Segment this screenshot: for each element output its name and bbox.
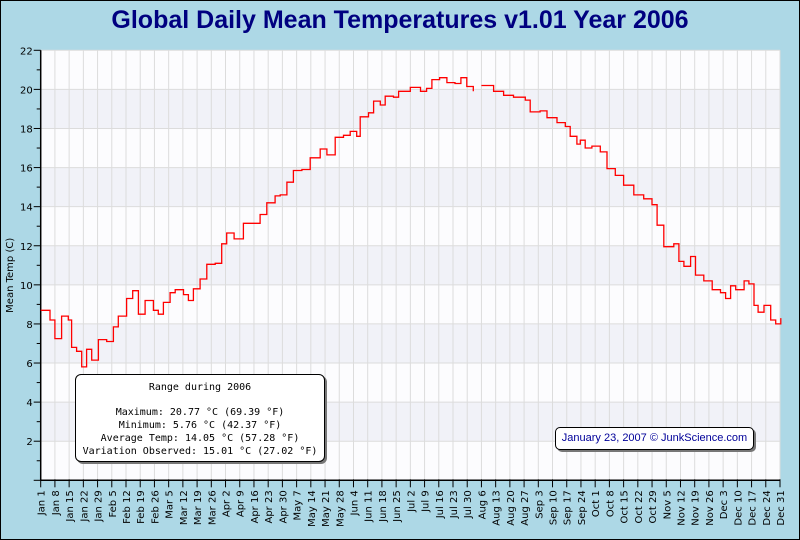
- chart-title: Global Daily Mean Temperatures v1.01 Yea…: [111, 6, 689, 34]
- x-tick-label: Nov 5: [662, 490, 673, 519]
- x-tick-label: Jan 29: [94, 490, 105, 522]
- x-tick-label: Oct 22: [634, 490, 645, 523]
- x-tick-label: May 21: [321, 490, 332, 527]
- x-tick-label: Feb 19: [136, 490, 147, 524]
- x-tick-label: Apr 16: [250, 490, 261, 523]
- range-maximum: Maximum: 20.77 °C (69.39 °F): [115, 407, 285, 418]
- x-tick-label: Nov 19: [691, 490, 702, 525]
- x-tick-label: Jul 9: [421, 490, 432, 513]
- x-tick-label: Dec 31: [776, 490, 787, 525]
- x-tick-label: Apr 30: [278, 490, 289, 523]
- y-tick-label: 22: [20, 46, 33, 57]
- credit-annotation: January 23, 2007 © JunkScience.com: [555, 427, 754, 450]
- x-tick-label: Jan 8: [51, 490, 62, 516]
- x-tick-label: Oct 15: [620, 490, 631, 523]
- range-average: Average Temp: 14.05 °C (57.28 °F): [100, 433, 300, 444]
- y-tick-label: 2: [26, 437, 32, 448]
- y-axis-label: Mean Temp (C): [5, 238, 16, 313]
- x-tick-label: Oct 1: [591, 490, 602, 517]
- x-tick-label: Jul 30: [463, 490, 474, 519]
- x-tick-label: Apr 2: [222, 490, 233, 517]
- x-tick-label: Sep 17: [563, 490, 574, 525]
- x-tick-label: Mar 19: [193, 490, 204, 525]
- y-tick-label: 16: [20, 164, 33, 175]
- x-tick-label: Jan 22: [79, 490, 90, 522]
- y-tick-label: 10: [20, 281, 33, 292]
- range-variation: Variation Observed: 15.01 °C (27.02 °F): [82, 446, 318, 457]
- x-tick-label: Jun 25: [392, 490, 403, 523]
- x-tick-label: Sep 3: [534, 490, 545, 518]
- x-tick-label: Aug 27: [520, 490, 531, 525]
- x-tick-label: Mar 12: [179, 490, 190, 525]
- x-tick-label: Jul 2: [406, 490, 417, 513]
- x-tick-label: Dec 17: [748, 490, 759, 525]
- x-tick-label: May 7: [293, 490, 304, 520]
- y-tick-label: 18: [20, 124, 33, 135]
- x-tick-label: Aug 20: [506, 490, 517, 525]
- y-tick-label: 12: [20, 242, 33, 253]
- x-tick-label: Mar 26: [207, 490, 218, 525]
- x-tick-label: Jul 16: [435, 490, 446, 519]
- x-tick-label: Nov 26: [705, 490, 716, 525]
- x-tick-label: Feb 26: [150, 490, 161, 524]
- x-tick-label: Oct 8: [605, 490, 616, 517]
- x-tick-label: Dec 10: [733, 490, 744, 525]
- temperature-series-line: [40, 77, 474, 368]
- x-tick-label: Feb 12: [122, 490, 133, 524]
- x-tick-label: Mar 5: [165, 490, 176, 518]
- x-tick-label: Oct 29: [648, 490, 659, 523]
- x-tick-label: Jun 11: [364, 490, 375, 523]
- x-tick-label: Sep 10: [549, 490, 560, 525]
- x-tick-label: Jun 4: [349, 490, 360, 516]
- range-minimum: Minimum: 5.76 °C (42.37 °F): [118, 420, 282, 431]
- x-tick-label: Sep 24: [577, 490, 588, 525]
- x-tick-label: Dec 24: [762, 490, 773, 525]
- x-tick-label: Aug 13: [492, 490, 503, 525]
- x-tick-label: Feb 5: [108, 490, 119, 517]
- temperature-series-line: [481, 84, 782, 325]
- x-tick-label: Jan 15: [65, 490, 76, 522]
- x-tick-label: Jan 1: [37, 490, 48, 516]
- x-tick-label: Apr 23: [264, 490, 275, 523]
- x-tick-label: Nov 12: [676, 490, 687, 525]
- x-tick-label: Jul 23: [449, 490, 460, 519]
- range-heading: Range during 2006: [148, 382, 252, 393]
- y-tick-label: 6: [26, 359, 32, 370]
- x-tick-label: Apr 9: [236, 490, 247, 517]
- y-tick-label: 8: [26, 320, 32, 331]
- x-tick-label: Aug 6: [477, 490, 488, 519]
- y-tick-label: 4: [26, 398, 32, 409]
- range-summary-box: Range during 2006 Maximum: 20.77 °C (69.…: [75, 374, 325, 462]
- x-tick-label: May 14: [307, 490, 318, 527]
- y-tick-label: 20: [20, 85, 33, 96]
- x-tick-label: May 28: [335, 490, 346, 527]
- y-tick-label: 14: [20, 203, 33, 214]
- x-tick-label: Dec 3: [719, 490, 730, 519]
- x-tick-label: Jun 18: [378, 490, 389, 523]
